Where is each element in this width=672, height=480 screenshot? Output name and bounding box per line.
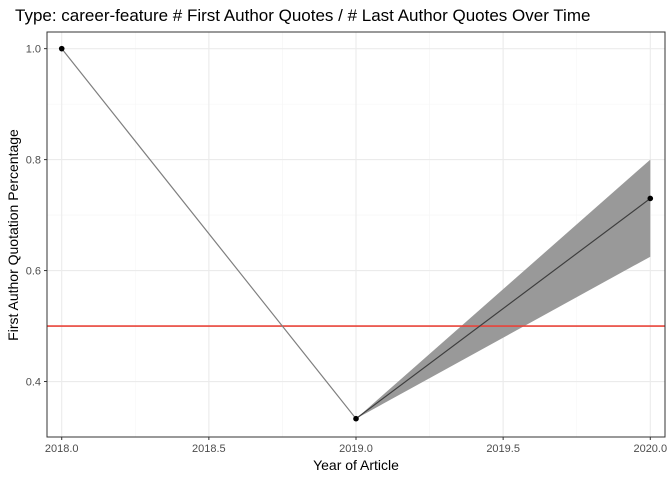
x-tick-label: 2020.0	[633, 443, 667, 455]
x-tick-label: 2018.0	[45, 443, 79, 455]
confidence-band-layer	[356, 159, 651, 419]
data-point	[647, 195, 654, 202]
chart-title: Type: career-feature # First Author Quot…	[15, 6, 590, 25]
x-axis-title: Year of Article	[313, 457, 399, 473]
data-points-layer	[58, 45, 654, 422]
axis-ticks: 2018.0 2018.5 2019.0 2019.5 2020.0 0.4 0.6 0.8 1…	[26, 44, 667, 455]
y-tick-label: 0.4	[26, 377, 41, 389]
x-tick-label: 2019.0	[339, 443, 373, 455]
x-tick-label: 2018.5	[192, 443, 226, 455]
y-axis-title: First Author Quotation Percentage	[5, 129, 21, 341]
trend-line	[355, 197, 651, 420]
x-tick-label: 2019.5	[486, 443, 520, 455]
y-tick-label: 0.6	[26, 266, 41, 278]
confidence-band	[356, 159, 651, 419]
y-tick-label: 1.0	[26, 44, 41, 56]
y-tick-label: 0.8	[26, 155, 41, 167]
plot-panel	[46, 31, 666, 438]
data-point	[353, 415, 359, 422]
data-point	[58, 45, 65, 52]
